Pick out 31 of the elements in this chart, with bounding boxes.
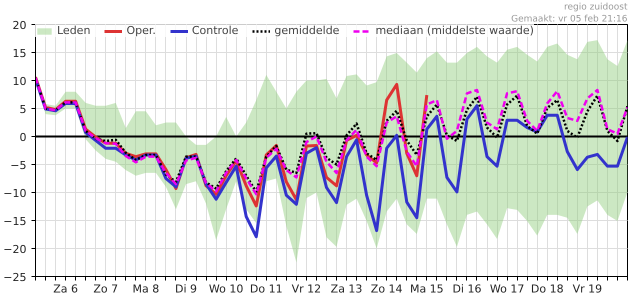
legend-label: gemiddelde [274,24,340,37]
legend-label: Oper. [126,24,156,37]
x-tick-label: Za 13 [330,282,362,296]
text: regio zuidoost [564,2,628,12]
x-tick-label: Zo 7 [93,282,118,296]
y-tick-label: −15 [3,215,27,228]
y-tick-label: −10 [3,187,27,200]
x-tick-label: Vr 12 [292,282,322,296]
x-tick-label: Wo 10 [208,282,244,296]
legend-label: Leden [57,24,90,37]
legend-label: mediaan (middelste waarde) [375,24,534,37]
x-tick-label: Zo 14 [370,282,403,296]
y-tick-label: 0 [20,131,26,144]
y-tick-label: −25 [3,271,27,284]
y-tick-label: −20 [3,243,27,256]
legend-label: Controle [192,24,238,37]
y-tick-label: 15 [12,47,27,60]
y-tick-label: 5 [20,103,26,116]
x-tick-label: Di 16 [452,282,482,296]
x-tick-label: Di 9 [175,282,198,296]
y-tick-label: 20 [12,19,27,32]
y-tick-label: −5 [10,159,27,172]
x-tick-label: Ma 8 [132,282,160,296]
x-tick-label: Ma 15 [410,282,444,296]
x-tick-label: Za 6 [53,282,78,296]
annotation: Gemaakt: vr 05 feb 21:16 [511,14,628,24]
x-tick-label: Do 11 [250,282,283,296]
x-tick-label: Do 18 [530,282,564,296]
y-tick-label: 10 [12,75,27,88]
x-tick-label: Vr 19 [572,282,602,296]
x-tick-label: Wo 17 [490,282,524,296]
